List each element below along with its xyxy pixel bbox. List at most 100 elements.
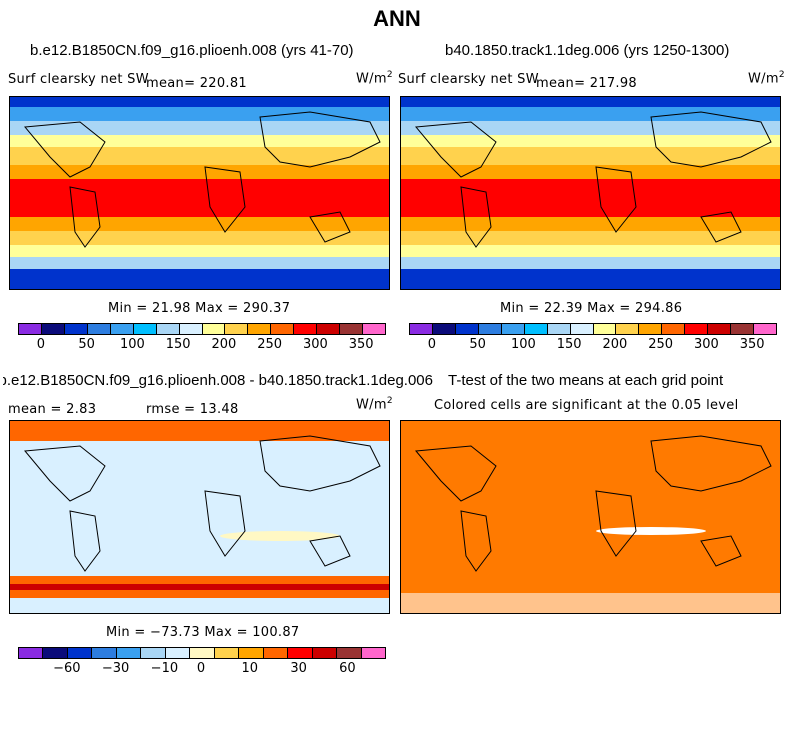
panel3-units: W/m2 xyxy=(356,396,393,413)
colorbar-tick-label: 10 xyxy=(241,661,259,676)
colorbar-swatch xyxy=(141,648,166,658)
panel1-stats: Min = 21.98 Max = 290.37 xyxy=(108,301,291,316)
colorbar-tick-label: 0 xyxy=(36,337,46,352)
band-s-temperate xyxy=(401,231,780,245)
band-s-high xyxy=(10,257,389,269)
panel1-map-svg xyxy=(10,97,389,289)
band-s-subtropic xyxy=(10,217,389,231)
colorbar-swatch xyxy=(87,324,111,334)
panel1-title: b.e12.B1850CN.f09_g16.plioenh.008 (yrs 4… xyxy=(30,42,354,59)
colorbar-swatch xyxy=(685,324,709,334)
panel1-map xyxy=(9,96,390,290)
coastlines xyxy=(24,435,381,572)
colorbar-swatch xyxy=(133,324,157,334)
panel2-mean: mean= 217.98 xyxy=(536,76,637,91)
colorbar-tick-label: 300 xyxy=(693,337,719,352)
band-n-subtropic xyxy=(401,165,780,179)
colorbar-swatch xyxy=(271,324,295,334)
panel4-title: T-test of the two means at each grid poi… xyxy=(448,372,724,389)
band-n-temperate xyxy=(401,147,780,165)
band-n-mid xyxy=(401,121,780,135)
colorbar-swatch xyxy=(43,648,68,658)
colorbar-swatch xyxy=(190,648,215,658)
ttest-south-speckle xyxy=(401,593,780,613)
colorbar-swatch xyxy=(288,648,313,658)
colorbar-swatch xyxy=(41,324,65,334)
panel3-colorbar xyxy=(18,647,386,659)
panel4-map xyxy=(400,420,781,614)
diff-arctic xyxy=(10,421,389,441)
colorbar-swatch xyxy=(593,324,617,334)
panel3-rmse: rmse = 13.48 xyxy=(146,402,239,417)
panel2-map-svg xyxy=(401,97,780,289)
band-n-subpolar xyxy=(10,135,389,147)
colorbar-tick-label: 100 xyxy=(119,337,145,352)
colorbar-tick-label: 300 xyxy=(302,337,328,352)
panel4-subtitle: Colored cells are significant at the 0.0… xyxy=(434,398,739,413)
colorbar-swatch xyxy=(340,324,364,334)
colorbar-swatch xyxy=(363,324,385,334)
colorbar-swatch xyxy=(708,324,732,334)
band-n-high xyxy=(401,107,780,121)
colorbar-swatch xyxy=(225,324,249,334)
panel2-colorbar xyxy=(409,323,777,335)
colorbar-swatch xyxy=(501,324,525,334)
colorbar-swatch xyxy=(616,324,640,334)
colorbar-tick-label: 50 xyxy=(78,337,95,352)
band-s-mid xyxy=(10,245,389,257)
colorbar-swatch xyxy=(67,648,93,658)
colorbar-tick-label: 200 xyxy=(602,337,628,352)
colorbar-swatch xyxy=(202,324,226,334)
colorbar-swatch xyxy=(165,648,191,658)
panel1-units: W/m2 xyxy=(356,70,393,87)
band-n-high xyxy=(10,107,389,121)
band-polar-north xyxy=(401,97,780,107)
panel3-title-text: b.e12.B1850CN.f09_g16.plioenh.008 - b40.… xyxy=(3,372,433,389)
panel2-variable: Surf clearsky net SW xyxy=(398,72,539,87)
band-n-mid xyxy=(10,121,389,135)
ttest-background xyxy=(401,421,780,613)
colorbar-tick-label: 250 xyxy=(257,337,283,352)
colorbar-swatch xyxy=(116,648,142,658)
panel2-units: W/m2 xyxy=(748,70,785,87)
colorbar-swatch xyxy=(410,324,433,334)
colorbar-swatch xyxy=(263,648,289,658)
colorbar-swatch xyxy=(432,324,456,334)
colorbar-swatch xyxy=(294,324,318,334)
colorbar-tick-label: 250 xyxy=(648,337,674,352)
colorbar-tick-label: 30 xyxy=(290,661,307,676)
colorbar-tick-label: 0 xyxy=(427,337,437,352)
figure-title: ANN xyxy=(373,6,421,31)
panel1-colorbar xyxy=(18,323,386,335)
band-polar-south xyxy=(401,269,780,289)
panel3-title: b.e12.B1850CN.f09_g16.plioenh.008 - b40.… xyxy=(3,372,433,389)
panel2-title: b40.1850.track1.1deg.006 (yrs 1250-1300) xyxy=(445,42,730,59)
coastlines xyxy=(415,111,772,248)
panel1-mean: mean= 220.81 xyxy=(146,76,247,91)
colorbar-swatch xyxy=(337,648,362,658)
panel3-mean: mean = 2.83 xyxy=(8,402,97,417)
colorbar-swatch xyxy=(19,324,42,334)
band-tropic xyxy=(10,179,389,217)
colorbar-tick-label: 100 xyxy=(510,337,536,352)
band-n-subtropic xyxy=(10,165,389,179)
colorbar-swatch xyxy=(547,324,571,334)
colorbar-tick-label: 60 xyxy=(339,661,356,676)
colorbar-swatch xyxy=(478,324,502,334)
colorbar-tick-label: 150 xyxy=(165,337,191,352)
colorbar-swatch xyxy=(248,324,272,334)
colorbar-tick-label: −10 xyxy=(150,661,179,676)
colorbar-tick-label: 350 xyxy=(348,337,374,352)
colorbar-swatch xyxy=(754,324,776,334)
colorbar-tick-label: 50 xyxy=(469,337,486,352)
colorbar-swatch xyxy=(64,324,88,334)
band-n-temperate xyxy=(10,147,389,165)
colorbar-tick-label: −30 xyxy=(101,661,130,676)
colorbar-swatch xyxy=(524,324,548,334)
colorbar-swatch xyxy=(731,324,755,334)
panel2-stats: Min = 22.39 Max = 294.86 xyxy=(500,301,683,316)
colorbar-swatch xyxy=(361,648,386,658)
diff-pacific-band xyxy=(220,531,340,541)
colorbar-swatch xyxy=(239,648,264,658)
coastlines xyxy=(24,111,381,248)
